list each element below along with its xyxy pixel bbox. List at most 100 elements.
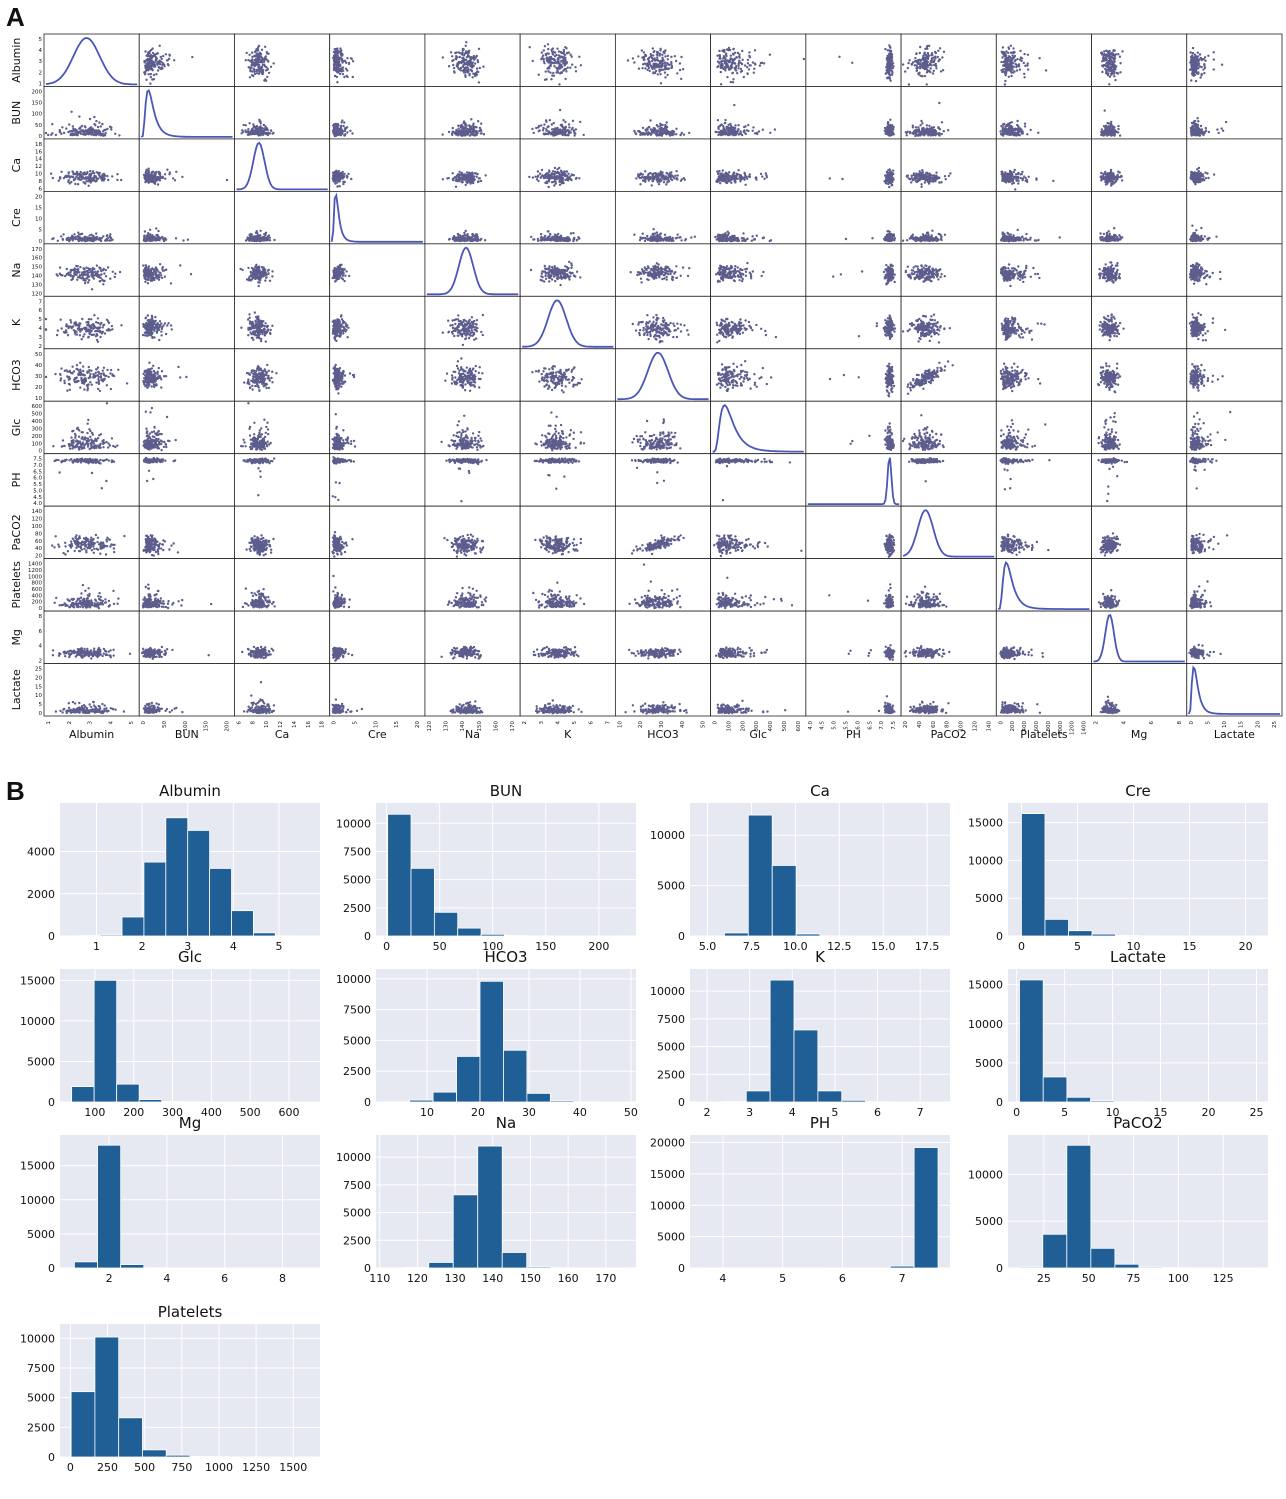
histogram-bar xyxy=(116,1083,140,1103)
histogram-bar xyxy=(94,1336,120,1458)
cell-frame xyxy=(710,400,807,455)
matrix-cell-lactate-vs-cre xyxy=(329,663,426,717)
cell-frame xyxy=(805,190,902,245)
matrix-col-label: Glc xyxy=(749,728,767,741)
matrix-xtick-label: 60 xyxy=(931,721,937,728)
scatter-points xyxy=(1189,224,1218,243)
scatter-points xyxy=(332,119,354,138)
matrix-ytick-label: 10 xyxy=(35,217,42,223)
matrix-xtick-label: 200 xyxy=(1010,721,1016,732)
matrix-xtick-label: 2 xyxy=(1094,721,1100,725)
scatter-points xyxy=(828,583,895,609)
matrix-xtick-label: 7.0 xyxy=(879,721,885,730)
panel-a-label: A xyxy=(6,2,25,32)
matrix-xtick-label: 200 xyxy=(740,721,746,732)
kde-curve-lactate xyxy=(1187,665,1280,715)
cell-frame xyxy=(1186,610,1283,664)
ytick-label: 0 xyxy=(48,1096,55,1109)
matrix-cell-platelets-vs-ph xyxy=(805,558,902,612)
ytick-label: 0 xyxy=(996,1262,1003,1275)
matrix-cell-k-vs-albumin xyxy=(43,295,140,350)
matrix-xtick-label: 7.5 xyxy=(891,721,897,730)
matrix-cell-mg-vs-albumin xyxy=(43,610,140,664)
matrix-ytick-label: 100 xyxy=(32,441,43,447)
histogram-title: Ca xyxy=(810,782,830,800)
cell-frame xyxy=(614,138,712,192)
xtick-label: 2 xyxy=(704,1106,711,1119)
histogram-bar xyxy=(161,1100,185,1103)
matrix-ytick-label: 120 xyxy=(32,291,43,297)
scatter-points xyxy=(883,118,895,137)
plot-area xyxy=(690,803,950,936)
matrix-cell-platelets-vs-glc xyxy=(710,558,807,612)
cell-frame xyxy=(805,610,902,664)
scatter-points xyxy=(446,586,488,609)
ytick-label: 5000 xyxy=(27,1055,55,1068)
matrix-ytick-label: 10 xyxy=(35,693,42,699)
xtick-label: 2 xyxy=(106,1272,113,1285)
scatter-points xyxy=(331,263,351,283)
matrix-xtick-label: 6 xyxy=(236,721,242,725)
matrix-xtick-label: 80 xyxy=(945,721,951,728)
scatter-points xyxy=(1000,316,1046,341)
histogram-bar xyxy=(99,934,123,937)
scatter-points xyxy=(1000,228,1061,243)
cell-frame xyxy=(519,138,616,192)
kde-curve-paco2 xyxy=(902,509,995,558)
matrix-cell-hco3-vs-bun xyxy=(138,348,235,402)
cell-frame xyxy=(1091,295,1188,350)
cell-frame xyxy=(519,33,616,87)
histogram-title: Platelets xyxy=(158,1303,223,1321)
histogram-bar xyxy=(504,935,529,937)
ytick-label: 5000 xyxy=(27,1392,55,1405)
matrix-cell-platelets-vs-k xyxy=(519,558,616,612)
cell-frame xyxy=(900,663,997,717)
matrix-cell-mg-vs-platelets xyxy=(995,610,1092,664)
xtick-label: 3 xyxy=(184,940,191,953)
cell-frame xyxy=(424,400,521,455)
matrix-cell-hco3-vs-paco2 xyxy=(900,348,997,402)
ytick-label: 10000 xyxy=(20,1332,55,1345)
matrix-cell-glc-vs-lactate xyxy=(1186,400,1283,455)
matrix-ytick-label: 6 xyxy=(39,308,43,314)
matrix-ytick-label: 600 xyxy=(32,587,43,593)
histogram-bar xyxy=(480,933,505,937)
scatter-points xyxy=(633,119,691,137)
histogram-bar xyxy=(747,814,773,937)
kde-curve-ca xyxy=(236,141,328,191)
cell-frame xyxy=(900,190,997,245)
scatter-points xyxy=(240,402,272,452)
matrix-col-label: BUN xyxy=(175,728,199,741)
ytick-label: 0 xyxy=(678,930,685,943)
matrix-ytick-label: 0 xyxy=(39,239,43,245)
kde-curve-na xyxy=(426,246,519,296)
histogram-bar xyxy=(409,1099,434,1103)
histogram-bar xyxy=(526,1092,551,1103)
matrix-cell-ca-vs-k xyxy=(519,138,616,192)
matrix-cell-bun-vs-glc xyxy=(710,86,807,140)
matrix-cell-cre-vs-albumin xyxy=(43,190,140,245)
matrix-xtick-label: 800 xyxy=(1046,721,1052,732)
xtick-label: 0 xyxy=(1013,1106,1020,1119)
matrix-cell-albumin-vs-na xyxy=(424,33,521,87)
matrix-cell-bun-vs-hco3 xyxy=(614,86,712,140)
xtick-label: 3 xyxy=(746,1106,753,1119)
histogram-bar xyxy=(1042,1076,1068,1103)
xtick-label: 100 xyxy=(482,940,503,953)
scatter-points xyxy=(441,41,485,84)
scatter-points xyxy=(142,534,180,557)
histogram-bar xyxy=(817,1090,843,1103)
matrix-xtick-label: 6 xyxy=(1149,721,1155,725)
scatter-points xyxy=(245,534,275,557)
matrix-xtick-label: 100 xyxy=(959,721,965,732)
matrix-xtick-label: 120 xyxy=(972,721,978,732)
matrix-row-label: Na xyxy=(10,263,23,278)
matrix-cell-cre-vs-hco3 xyxy=(614,190,712,245)
histogram-bar xyxy=(1021,813,1046,937)
xtick-label: 750 xyxy=(171,1461,192,1474)
matrix-cell-ca-vs-lactate xyxy=(1186,138,1283,192)
scatter-points xyxy=(444,357,484,392)
matrix-ytick-label: 4.5 xyxy=(33,495,42,501)
matrix-cell-ph-vs-bun xyxy=(138,453,235,507)
matrix-ytick-label: 4.0 xyxy=(33,501,42,507)
